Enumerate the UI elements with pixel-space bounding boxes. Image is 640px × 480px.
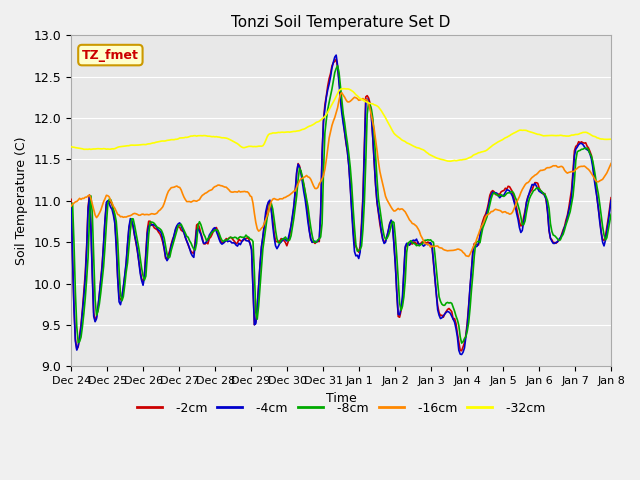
- X-axis label: Time: Time: [326, 392, 356, 405]
- Title: Tonzi Soil Temperature Set D: Tonzi Soil Temperature Set D: [232, 15, 451, 30]
- Y-axis label: Soil Temperature (C): Soil Temperature (C): [15, 137, 28, 265]
- Legend:  -2cm,  -4cm,  -8cm,  -16cm,  -32cm: -2cm, -4cm, -8cm, -16cm, -32cm: [132, 396, 550, 420]
- Text: TZ_fmet: TZ_fmet: [82, 48, 139, 61]
